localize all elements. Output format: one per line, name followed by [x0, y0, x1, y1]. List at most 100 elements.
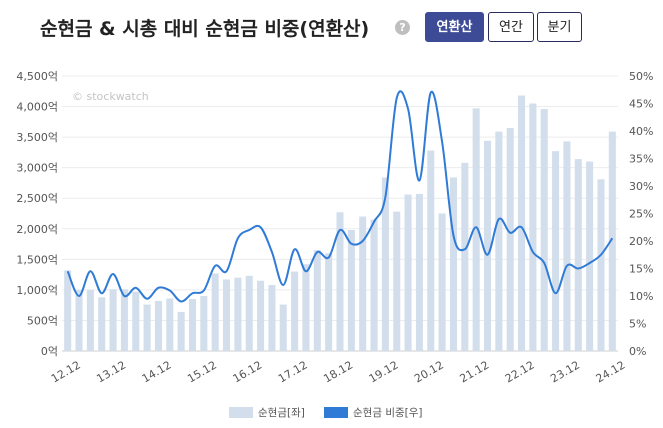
- bar: [200, 296, 208, 351]
- x-tick-label: 19.12: [367, 358, 401, 385]
- legend: 순현금[좌] 순현금 비중[우]: [229, 407, 423, 419]
- legend-label-bar: 순현금[좌]: [258, 407, 305, 419]
- right-axis: 0% 5% 10% 15% 20% 25% 30% 35% 40% 45% 50%: [629, 70, 653, 358]
- bar: [325, 253, 333, 351]
- legend-swatch-bar: [229, 407, 253, 418]
- bar: [291, 271, 299, 351]
- bar: [359, 216, 367, 351]
- y-right-tick-label: 35%: [629, 153, 653, 166]
- watermark: © stockwatch: [72, 90, 149, 103]
- legend-label-line: 순현금 비중[우]: [353, 407, 423, 419]
- x-tick-label: 14.12: [140, 358, 174, 385]
- bar: [540, 109, 548, 351]
- bar: [143, 304, 151, 351]
- bar: [449, 177, 457, 351]
- bar: [98, 297, 106, 351]
- bar: [64, 270, 72, 351]
- bar: [177, 311, 185, 351]
- bar: [86, 289, 94, 351]
- bar: [370, 219, 378, 351]
- bar: [438, 213, 446, 351]
- y-left-tick-label: 2,500억: [16, 192, 58, 205]
- bar: [336, 212, 344, 351]
- bar: [347, 230, 355, 351]
- bar: [495, 131, 503, 351]
- bar: [120, 289, 128, 351]
- bar: [75, 289, 83, 351]
- bar: [302, 264, 310, 351]
- left-axis: 0억 500억 1,000억 1,500억 2,000억 2,500억 3,000억 3,50…: [16, 70, 58, 358]
- bar: [245, 275, 253, 351]
- bar: [393, 211, 401, 351]
- bar: [427, 150, 435, 351]
- legend-swatch-line: [324, 407, 348, 418]
- x-tick-label: 22.12: [503, 358, 537, 385]
- x-tick-label: 12.12: [49, 358, 83, 385]
- bar: [109, 289, 117, 351]
- tab-annualized[interactable]: 연환산: [425, 12, 484, 42]
- y-right-tick-label: 30%: [629, 180, 653, 193]
- y-right-tick-label: 40%: [629, 125, 653, 138]
- bar: [211, 273, 219, 351]
- bar: [188, 299, 197, 351]
- y-left-tick-label: 1,500억: [16, 253, 58, 266]
- y-right-tick-label: 10%: [629, 290, 653, 303]
- bar: [132, 291, 140, 351]
- bar: [518, 95, 526, 351]
- bar: [574, 159, 582, 351]
- bar: [608, 131, 616, 351]
- x-tick-label: 21.12: [458, 358, 492, 385]
- y-right-tick-label: 25%: [629, 208, 653, 221]
- bar: [381, 177, 389, 351]
- y-left-tick-label: 4,000억: [16, 101, 58, 114]
- help-icon[interactable]: ?: [395, 20, 410, 35]
- x-tick-label: 24.12: [594, 358, 628, 385]
- bar: [563, 141, 571, 351]
- x-tick-label: 16.12: [231, 358, 265, 385]
- tab-quarterly[interactable]: 분기: [537, 12, 582, 42]
- y-left-tick-label: 0억: [41, 345, 58, 358]
- bar: [506, 127, 514, 351]
- y-left-tick-label: 3,000억: [16, 162, 58, 175]
- y-right-tick-label: 20%: [629, 235, 653, 248]
- x-tick-label: 18.12: [321, 358, 355, 385]
- bar: [234, 277, 242, 351]
- bar: [268, 285, 276, 351]
- x-tick-label: 17.12: [276, 358, 310, 385]
- bar: [461, 162, 469, 351]
- tab-annual[interactable]: 연간: [488, 12, 534, 42]
- bar: [223, 279, 231, 351]
- bar: [166, 298, 174, 351]
- y-left-tick-label: 3,500억: [16, 131, 58, 144]
- y-left-tick-label: 500억: [27, 314, 58, 327]
- bar: [472, 108, 480, 351]
- ratio-line: [66, 90, 614, 303]
- chart-title: 순현금 & 시총 대비 순현금 비중(연환산): [40, 18, 370, 40]
- bar: [597, 179, 605, 351]
- x-tick-label: 15.12: [185, 358, 219, 385]
- y-left-tick-label: 2,000억: [16, 223, 58, 236]
- y-left-tick-label: 4,500억: [16, 70, 58, 83]
- bar: [313, 250, 321, 351]
- bar: [404, 194, 412, 351]
- line-series: [66, 90, 614, 303]
- x-tick-label: 23.12: [548, 358, 582, 385]
- bar: [586, 161, 594, 351]
- x-tick-label: 20.12: [412, 358, 446, 385]
- bar: [552, 151, 560, 351]
- bar: [529, 103, 537, 351]
- bar: [279, 304, 287, 351]
- y-right-tick-label: 45%: [629, 98, 653, 111]
- y-right-tick-label: 0%: [629, 345, 646, 358]
- bar: [415, 193, 423, 351]
- y-left-tick-label: 1,000억: [16, 284, 58, 297]
- y-right-tick-label: 5%: [629, 318, 646, 331]
- bar: [257, 280, 265, 351]
- bar: [154, 300, 162, 351]
- y-right-tick-label: 15%: [629, 263, 653, 276]
- y-right-tick-label: 50%: [629, 70, 653, 83]
- x-tick-label: 13.12: [94, 358, 128, 385]
- bar: [483, 140, 492, 351]
- bar-series: [64, 95, 616, 351]
